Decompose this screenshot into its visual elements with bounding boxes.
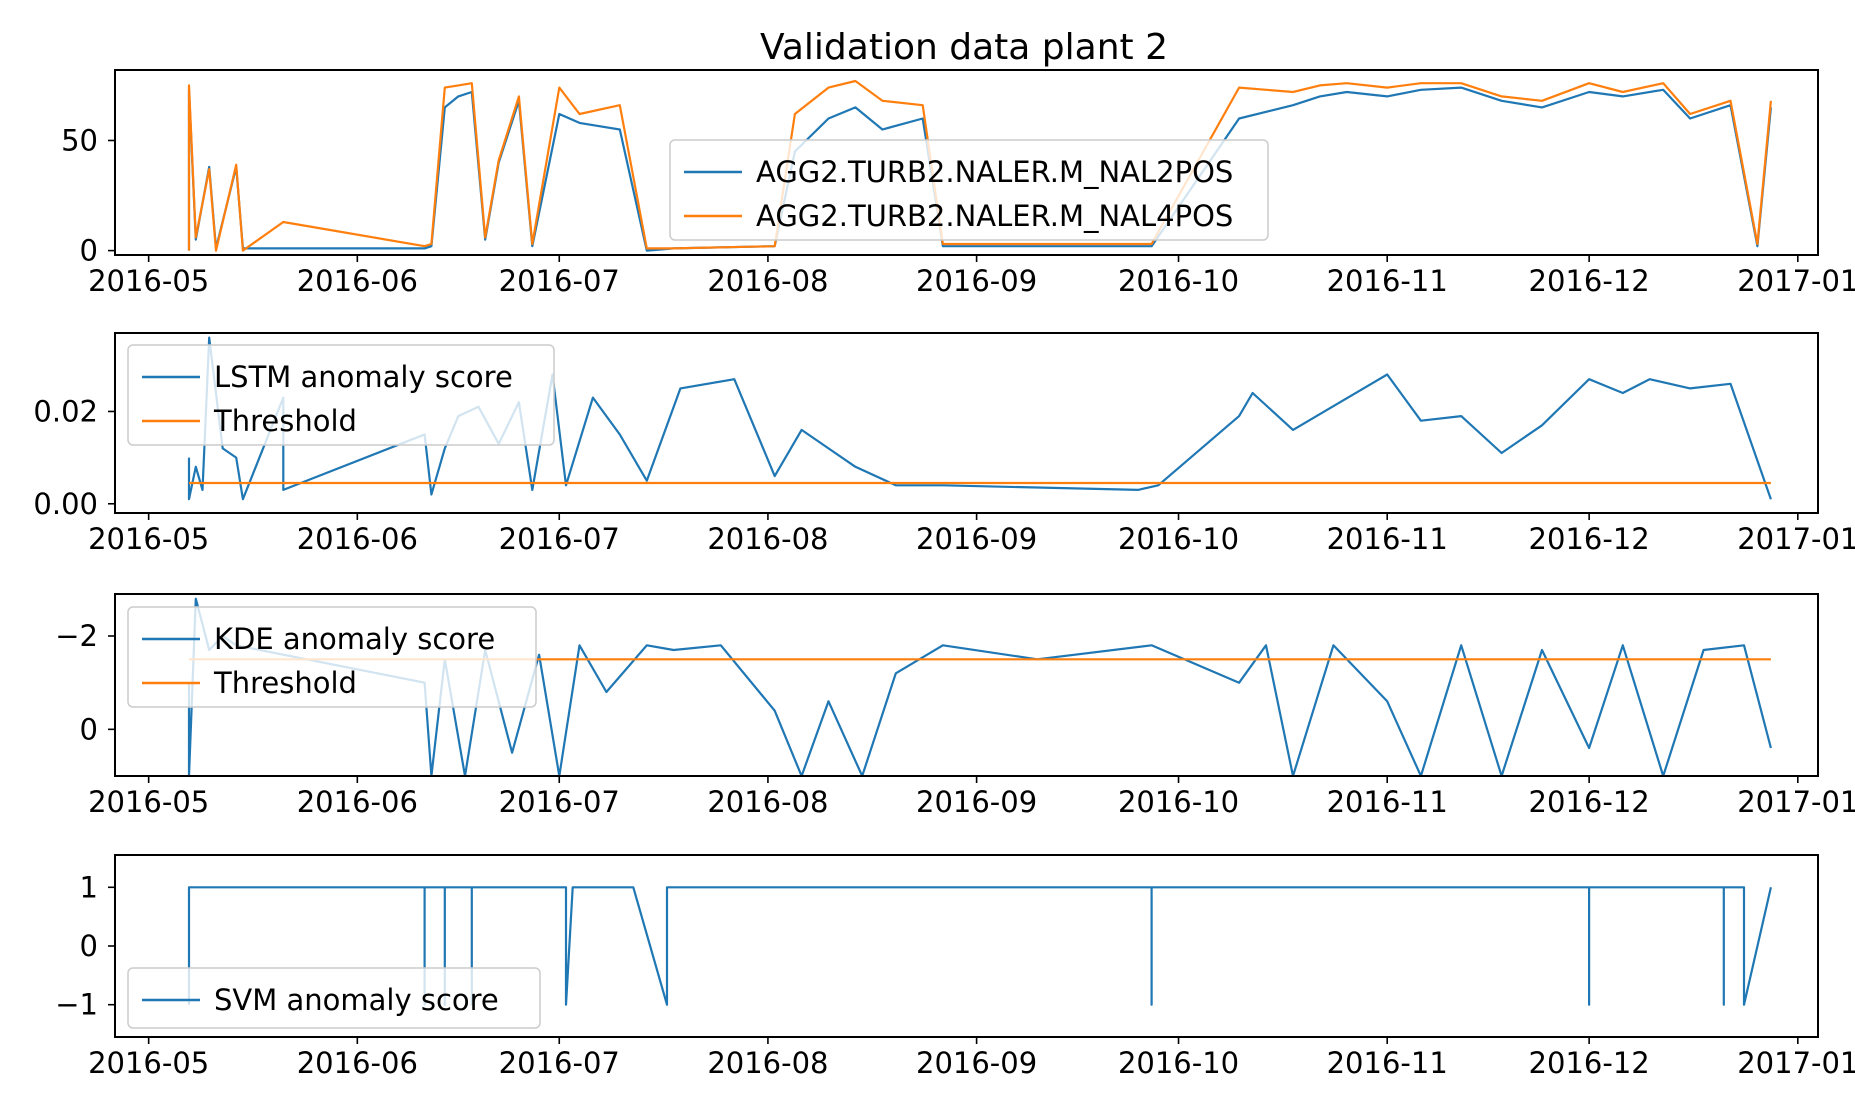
series-line-1 [187,597,1772,776]
y-tick-label: 0 [80,929,98,963]
x-tick-label: 2016-10 [1118,264,1239,298]
x-tick-label: 2016-10 [1118,785,1239,819]
y-tick-label: −1 [55,988,98,1022]
x-tick-label: 2016-07 [499,522,620,556]
legend-box [127,606,537,708]
legend-label: KDE anomaly score [214,622,495,656]
legend: LSTM anomaly score Threshold [127,344,555,446]
x-tick-label: 2016-06 [297,264,418,298]
x-tick-label: 2016-12 [1529,264,1650,298]
legend: KDE anomaly score Threshold [127,606,537,708]
axes-frame [114,332,1819,514]
x-tick-label: 2017-01 [1737,522,1855,556]
x-tick-label: 2016-11 [1327,1046,1448,1080]
x-tick-label: 2016-12 [1529,1046,1650,1080]
legend-label: AGG2.TURB2.NALER.M_NAL2POS [756,155,1233,189]
x-tick-label: 2016-11 [1327,264,1448,298]
legend-box [127,344,555,446]
subplot-3: 2016-05 2016-06 2016-07 2016-08 2016-09 2016-… [55,593,1855,819]
x-tick-label: 2017-01 [1737,264,1855,298]
legend-box [127,967,541,1029]
x-tick-label: 2016-06 [297,522,418,556]
x-tick-label: 2016-09 [916,264,1037,298]
x-tick-label: 2016-09 [916,785,1037,819]
x-tick-label: 2017-01 [1737,1046,1855,1080]
x-tick-label: 2016-05 [88,264,209,298]
x-tick-label: 2017-01 [1737,785,1855,819]
subplot-2: 2016-05 2016-06 2016-07 2016-08 2016-09 2016-… [33,332,1855,556]
x-tick-label: 2016-07 [499,1046,620,1080]
x-tick-label: 2016-11 [1327,785,1448,819]
subplot-1: 2016-05 2016-06 2016-07 2016-08 2016-09 2016-… [61,69,1855,298]
figure-title: Validation data plant 2 [760,27,1168,68]
legend-label: SVM anomaly score [214,983,499,1017]
x-tick-label: 2016-08 [707,1046,828,1080]
legend-label: AGG2.TURB2.NALER.M_NAL4POS [756,199,1233,233]
legend-label: Threshold [213,404,357,438]
plot-area [187,886,1772,1006]
x-tick-label: 2016-06 [297,1046,418,1080]
x-tick-label: 2016-05 [88,785,209,819]
x-tick-label: 2016-08 [707,785,828,819]
y-tick-label: 0.00 [33,487,98,521]
x-tick-label: 2016-12 [1529,522,1650,556]
series-line-1 [187,886,1772,1006]
legend-label: Threshold [213,666,357,700]
x-tick-label: 2016-07 [499,785,620,819]
y-tick-label: −2 [55,619,98,653]
y-tick-label: 1 [80,870,98,904]
y-tick-label: 0 [80,712,98,746]
legend: SVM anomaly score [127,967,541,1029]
x-tick-label: 2016-12 [1529,785,1650,819]
x-tick-label: 2016-09 [916,1046,1037,1080]
x-tick-label: 2016-09 [916,522,1037,556]
x-tick-label: 2016-08 [707,522,828,556]
x-tick-label: 2016-10 [1118,1046,1239,1080]
axes-frame [114,69,1819,256]
x-tick-label: 2016-06 [297,785,418,819]
x-tick-label: 2016-10 [1118,522,1239,556]
legend-label: LSTM anomaly score [214,360,513,394]
x-tick-label: 2016-07 [499,264,620,298]
legend-box [669,139,1269,241]
subplot-panels: 2016-05 2016-06 2016-07 2016-08 2016-09 2016-… [33,69,1855,1080]
subplot-4: 2016-05 2016-06 2016-07 2016-08 2016-09 2016-… [55,854,1855,1080]
x-tick-label: 2016-05 [88,1046,209,1080]
y-tick-label: 50 [61,123,98,157]
x-tick-label: 2016-05 [88,522,209,556]
y-tick-label: 0.02 [33,394,98,428]
legend: AGG2.TURB2.NALER.M_NAL2POS AGG2.TURB2.NAL… [669,139,1269,241]
x-tick-label: 2016-11 [1327,522,1448,556]
axes-frame [114,593,1819,777]
x-tick-label: 2016-08 [707,264,828,298]
y-tick-label: 0 [80,234,98,268]
